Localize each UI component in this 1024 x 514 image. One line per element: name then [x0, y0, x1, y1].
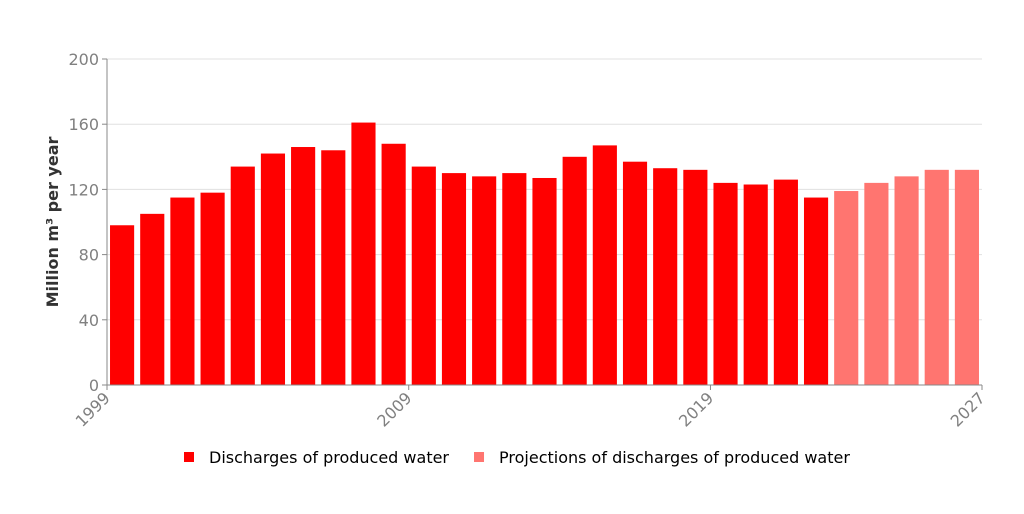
y-tick-label: 80 — [79, 246, 99, 265]
y-tick-label: 120 — [68, 180, 99, 199]
bar-discharge — [351, 122, 376, 385]
bar-discharge — [441, 173, 467, 385]
bar-projection — [834, 191, 859, 385]
bar-discharge — [140, 213, 165, 385]
y-tick-label: 200 — [68, 50, 99, 69]
legend-swatch — [184, 452, 194, 462]
bar-projection — [894, 176, 919, 385]
bar-discharge — [683, 169, 708, 385]
axes — [106, 59, 982, 386]
bar-discharge — [321, 150, 346, 385]
y-tick-labels: 0 40 80 120 160 200 — [68, 50, 99, 395]
bar-discharge — [653, 168, 678, 385]
legend: Discharges of produced water Projections … — [184, 448, 850, 467]
bar-discharge — [562, 156, 587, 385]
bar-discharge — [472, 176, 497, 385]
y-tick-label: 160 — [68, 115, 99, 134]
bar-discharge — [713, 182, 738, 385]
x-tick-label: 2027 — [947, 388, 989, 430]
bar-projection — [864, 182, 889, 385]
bar-discharge — [170, 197, 195, 385]
legend-swatch — [474, 452, 485, 462]
x-tick-label: 2019 — [675, 388, 717, 430]
bar-discharge — [291, 147, 316, 385]
bar-projection — [924, 169, 949, 385]
y-tick-label: 40 — [79, 311, 99, 330]
bar-discharge — [110, 225, 135, 385]
bar-discharge — [622, 161, 648, 385]
bar-discharge — [381, 143, 406, 385]
bar-discharge — [411, 166, 436, 385]
bar-discharge — [592, 145, 617, 385]
bar-discharge — [743, 184, 768, 385]
bar-discharge — [200, 192, 225, 385]
y-axis-title: Million m³ per year — [43, 136, 62, 307]
y-tick-label: 0 — [89, 376, 99, 395]
legend-label: Projections of discharges of produced wa… — [499, 448, 850, 467]
bar-discharge — [260, 153, 286, 385]
legend-label: Discharges of produced water — [209, 448, 449, 467]
x-tick-label: 2009 — [373, 388, 415, 430]
bar-projection — [954, 169, 979, 385]
x-tick-label: 1999 — [72, 388, 114, 430]
bar-discharge — [502, 173, 527, 385]
bar-discharge — [803, 197, 829, 385]
bars — [110, 122, 979, 385]
bar-discharge — [230, 166, 255, 385]
bar-discharge — [773, 179, 798, 385]
bar-discharge — [532, 177, 557, 385]
x-tick-labels: 1999 2009 2019 2027 — [72, 385, 989, 431]
